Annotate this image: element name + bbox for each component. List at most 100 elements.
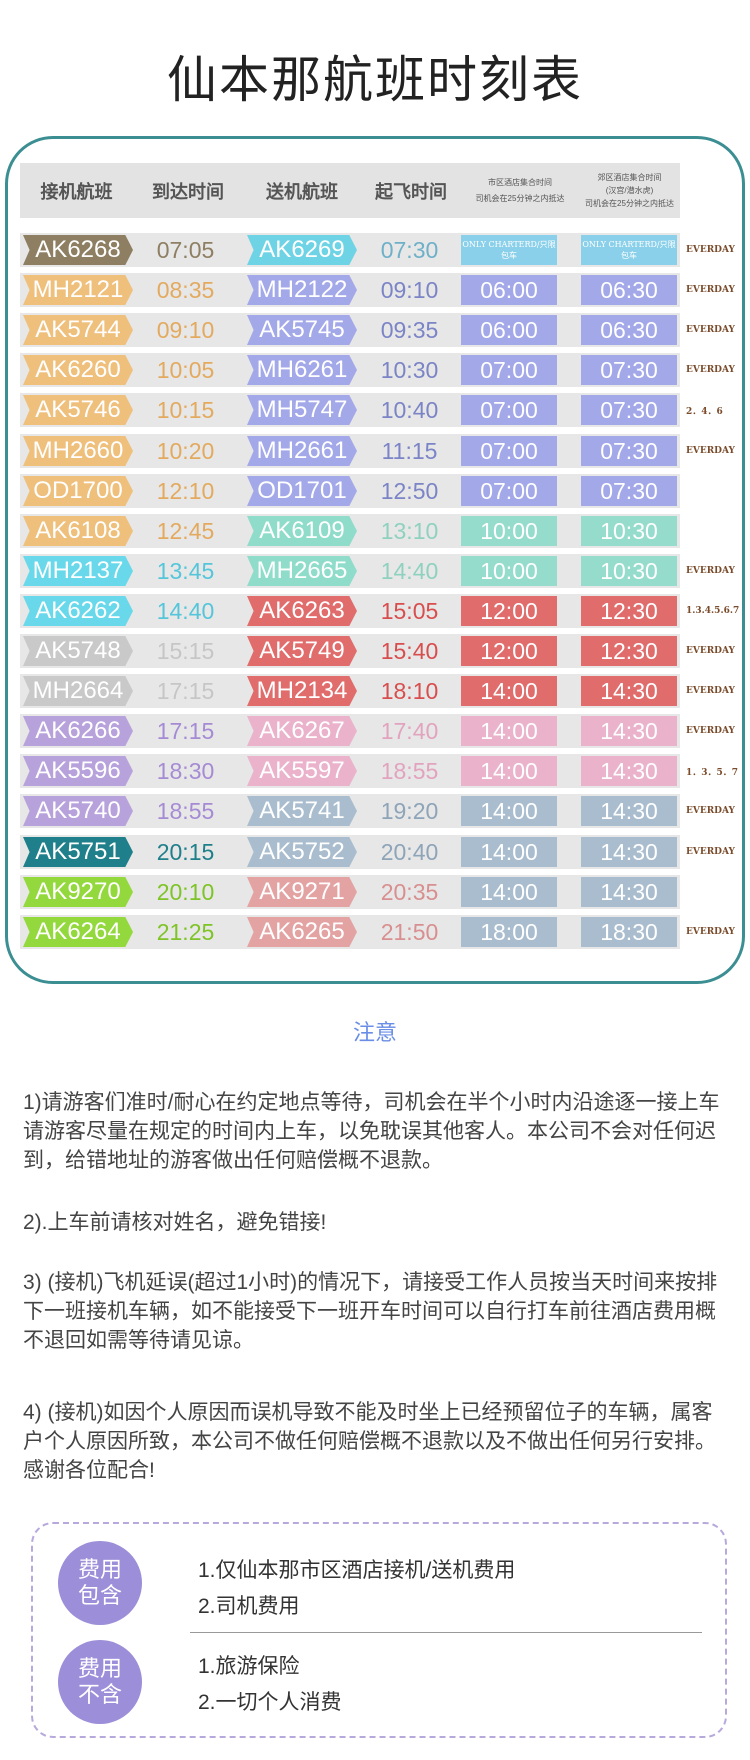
city-pickup-value: 14:00	[480, 797, 538, 824]
table-row: AK6266 17:15 AK6267 17:40 14:00 14:30 EVERDAY	[20, 714, 745, 748]
suburb-pickup-value: 12:30	[600, 637, 658, 664]
suburb-pickup-value: 14:30	[600, 677, 658, 704]
frequency-label	[686, 875, 748, 909]
table-row: AK6260 10:05 MH6261 10:30 07:00 07:30 EVERDAY	[20, 353, 745, 387]
arrival-time: 10:20	[156, 437, 215, 464]
dropoff-flight-tag: AK5749	[247, 636, 357, 666]
departure-time: 18:55	[380, 757, 439, 784]
notice-item-4: 4) (接机)如因个人原因而误机导致不能及时坐上已经预留位子的车辆，属客户个人原…	[23, 1401, 716, 1482]
table-row: MH2137 13:45 MH2665 14:40 10:00 10:30 EVERDAY	[20, 554, 745, 588]
suburb-pickup-value: 10:30	[600, 517, 658, 544]
city-pickup-value: 07:00	[480, 396, 538, 423]
arrival-time: 20:10	[156, 878, 215, 905]
suburb-pickup-time: 18:30	[581, 917, 677, 947]
header-city-line-1: 市区酒店集合时间	[488, 177, 552, 187]
dropoff-flight-tag: AK9271	[247, 877, 357, 907]
dropoff-flight-tag: MH2665	[247, 556, 357, 586]
arrival-time: 12:10	[156, 477, 215, 504]
dropoff-flight-tag: AK5741	[247, 796, 357, 826]
suburb-pickup-value: 18:30	[600, 918, 658, 945]
city-pickup-value: 12:00	[480, 597, 538, 624]
header-pickup-flight: 接机航班	[40, 181, 113, 202]
table-row: AK9270 20:10 AK9271 20:35 14:00 14:30	[20, 875, 745, 909]
suburb-pickup-time: 10:30	[581, 556, 677, 586]
city-pickup-time: 07:00	[461, 355, 557, 385]
city-pickup-time: 14:00	[461, 877, 557, 907]
pickup-flight-tag: AK5746	[23, 395, 133, 425]
departure-time: 14:40	[380, 557, 439, 584]
departure-time: 18:10	[380, 677, 439, 704]
suburb-pickup-value: 14:30	[600, 878, 658, 905]
arrival-time: 20:15	[156, 838, 215, 865]
frequency-label: EVERDAY	[686, 325, 735, 335]
table-row: AK6108 12:45 AK6109 13:10 10:00 10:30	[20, 514, 745, 548]
departure-time: 19:20	[380, 797, 439, 824]
departure-time: 15:40	[380, 637, 439, 664]
city-pickup-value: 12:00	[480, 637, 538, 664]
fee-divider	[190, 1632, 702, 1633]
arrival-time: 13:45	[156, 557, 215, 584]
city-pickup-value: 14:00	[480, 757, 538, 784]
dropoff-flight-tag: MH2122	[247, 275, 357, 305]
city-pickup-value: 18:00	[480, 918, 538, 945]
dropoff-flight-tag: AK6267	[247, 716, 357, 746]
arrival-time: 12:45	[156, 517, 215, 544]
frequency-label: EVERDAY	[686, 646, 735, 656]
frequency-label: EVERDAY	[686, 927, 735, 937]
city-pickup-time: 14:00	[461, 676, 557, 706]
frequency-label	[686, 514, 748, 548]
city-pickup-time: 14:00	[461, 716, 557, 746]
suburb-pickup-time: 14:30	[581, 676, 677, 706]
header-dropoff-flight: 送机航班	[266, 181, 338, 202]
dropoff-flight-tag: MH2661	[247, 436, 357, 466]
table-row: AK5746 10:15 MH5747 10:40 07:00 07:30 2．4．6	[20, 393, 745, 427]
suburb-pickup-time: 07:30	[581, 355, 677, 385]
city-pickup-time: 12:00	[461, 636, 557, 666]
dropoff-flight-tag: AK6265	[247, 917, 357, 947]
frequency-label: EVERDAY	[686, 847, 735, 857]
city-pickup-value: 06:00	[480, 276, 538, 303]
departure-time: 07:30	[380, 236, 439, 263]
suburb-pickup-value: 07:30	[600, 477, 658, 504]
pickup-flight-tag: AK5751	[23, 837, 133, 867]
notice-item-1: 1)请游客们准时/耐心在约定地点等待，司机会在半个小时内沿途逐一接上车请游客尽量…	[23, 1091, 720, 1172]
header-suburb-line-1: 郊区酒店集合时间	[597, 173, 662, 182]
arrival-time: 10:15	[156, 396, 215, 423]
suburb-pickup-time: ONLY CHARTERD/只限包车	[581, 235, 677, 265]
city-pickup-value: 14:00	[480, 878, 538, 905]
page-title: 仙本那航班时刻表	[167, 51, 583, 109]
frequency-label: EVERDAY	[686, 726, 735, 736]
arrival-time: 09:10	[156, 316, 215, 343]
notice-title: 注意	[352, 1020, 397, 1045]
dropoff-flight-tag: AK5752	[247, 837, 357, 867]
city-pickup-time: 07:00	[461, 395, 557, 425]
dropoff-flight-tag: MH5747	[247, 395, 357, 425]
pickup-flight-tag: MH2137	[23, 556, 133, 586]
table-row: AK5740 18:55 AK5741 19:20 14:00 14:30 EVERDAY	[20, 794, 745, 828]
dropoff-flight-tag: MH6261	[247, 355, 357, 385]
fee-box	[31, 1522, 727, 1738]
pickup-flight-tag: AK6108	[23, 516, 133, 546]
fee-included-badge: 费用 包含	[58, 1541, 142, 1625]
suburb-pickup-value: 14:30	[600, 757, 658, 784]
arrival-time: 21:25	[156, 918, 215, 945]
fee-excluded-item-1: 1.旅游保险	[198, 1655, 300, 1678]
suburb-pickup-time: 14:30	[581, 796, 677, 826]
frequency-label	[686, 474, 748, 508]
pickup-flight-tag: AK5740	[23, 796, 133, 826]
suburb-pickup-time: 07:30	[581, 395, 677, 425]
city-pickup-time: 07:00	[461, 436, 557, 466]
suburb-pickup-value: 06:30	[600, 316, 658, 343]
suburb-pickup-time: 06:30	[581, 275, 677, 305]
header-city-pickup: 市区酒店集合时间 司机会在25分钟之内抵达	[461, 163, 579, 218]
suburb-pickup-time: 14:30	[581, 877, 677, 907]
departure-time: 10:30	[380, 356, 439, 383]
arrival-time: 17:15	[156, 677, 215, 704]
pickup-flight-tag: MH2121	[23, 275, 133, 305]
dropoff-flight-tag: AK6109	[247, 516, 357, 546]
frequency-label: EVERDAY	[686, 245, 735, 255]
frequency-label: EVERDAY	[686, 285, 735, 295]
frequency-label: EVERDAY	[686, 365, 735, 375]
city-pickup-value: 14:00	[480, 717, 538, 744]
arrival-time: 08:35	[156, 276, 215, 303]
